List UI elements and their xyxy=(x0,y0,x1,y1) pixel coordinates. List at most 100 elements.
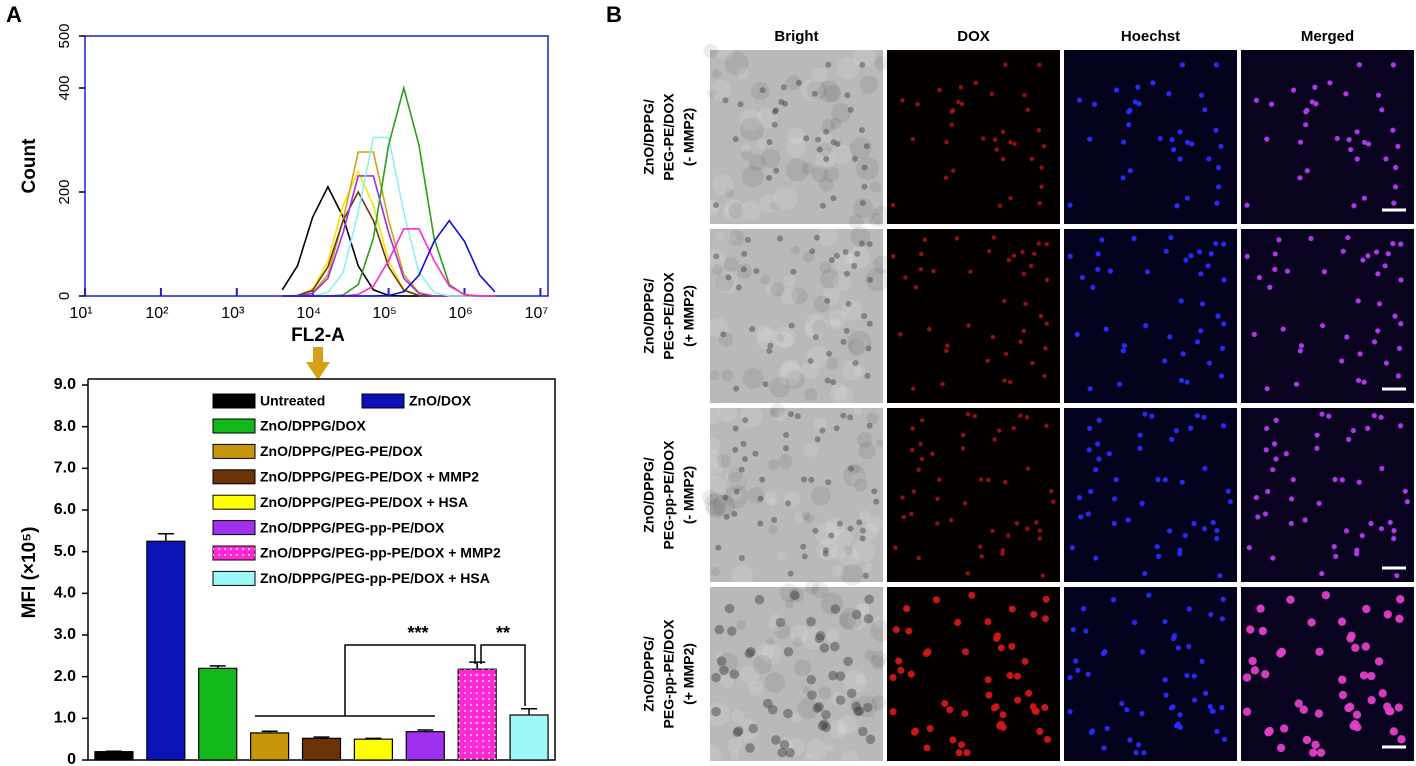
cell xyxy=(1041,144,1047,149)
cell xyxy=(1290,87,1297,93)
cell xyxy=(984,618,992,626)
micrograph xyxy=(887,408,1060,582)
cell xyxy=(1356,479,1362,485)
cell xyxy=(823,128,830,135)
cell xyxy=(859,61,866,68)
cell xyxy=(740,440,747,447)
cell xyxy=(1396,345,1403,351)
cell xyxy=(846,688,857,699)
cell xyxy=(1024,415,1030,420)
texture xyxy=(723,256,739,272)
cell xyxy=(859,200,866,207)
cell xyxy=(1303,122,1309,128)
cell xyxy=(1221,321,1227,327)
cell xyxy=(1354,551,1360,557)
cell xyxy=(1391,528,1397,534)
row-label: PEG-PE/DOX xyxy=(661,93,677,181)
cell xyxy=(823,156,830,163)
texture xyxy=(734,718,758,742)
texture xyxy=(802,686,811,695)
cell xyxy=(1383,156,1389,162)
texture xyxy=(803,251,815,263)
texture xyxy=(803,752,814,763)
cell xyxy=(1198,328,1204,334)
cell xyxy=(1268,101,1275,107)
legend-label: ZnO/DOX xyxy=(409,393,472,409)
texture xyxy=(853,197,874,219)
cell xyxy=(1025,689,1033,697)
cell xyxy=(853,706,863,716)
texture xyxy=(739,109,762,132)
bar xyxy=(509,714,549,761)
cell xyxy=(749,326,756,333)
texture xyxy=(828,719,848,739)
cell xyxy=(901,514,906,520)
cell xyxy=(1264,386,1270,392)
texture xyxy=(776,551,786,561)
cell xyxy=(1079,274,1085,281)
cell xyxy=(1373,249,1380,255)
cell xyxy=(1270,467,1276,473)
cell xyxy=(919,251,924,257)
cell xyxy=(1096,417,1102,423)
texture xyxy=(866,515,884,533)
cell xyxy=(778,98,785,105)
cell xyxy=(1036,241,1041,246)
cell xyxy=(713,253,720,260)
texture xyxy=(855,156,880,181)
cell xyxy=(1162,477,1168,483)
cell xyxy=(1000,548,1006,553)
cell xyxy=(1357,351,1363,357)
texture xyxy=(759,193,779,214)
cell xyxy=(1093,467,1099,473)
cell xyxy=(862,572,869,579)
texture xyxy=(718,332,734,347)
cell xyxy=(1008,643,1016,651)
cell xyxy=(1093,555,1099,561)
texture xyxy=(761,643,782,665)
cell xyxy=(1096,456,1102,462)
texture xyxy=(805,319,826,340)
cell xyxy=(773,167,780,174)
cell xyxy=(1219,616,1226,622)
cell xyxy=(1339,358,1345,364)
cell xyxy=(1170,635,1177,642)
legend-swatch xyxy=(212,494,256,510)
cell xyxy=(790,268,797,275)
cell xyxy=(1288,520,1294,527)
bar xyxy=(146,540,186,761)
cell xyxy=(729,669,740,679)
texture xyxy=(826,628,840,643)
cell xyxy=(1290,477,1296,483)
cell xyxy=(759,476,766,483)
texture xyxy=(751,81,770,101)
texture xyxy=(836,56,860,80)
cell xyxy=(1210,708,1216,714)
cell xyxy=(819,202,826,209)
cell xyxy=(1184,379,1190,385)
cell xyxy=(1284,268,1290,274)
cell xyxy=(767,704,778,715)
cell xyxy=(1386,707,1395,716)
cell xyxy=(1394,573,1400,579)
cell xyxy=(915,102,920,107)
cell xyxy=(1293,381,1300,387)
cell xyxy=(806,674,816,685)
cell xyxy=(1194,412,1200,419)
texture xyxy=(784,600,794,609)
texture xyxy=(701,405,721,425)
cell xyxy=(1375,271,1381,277)
y-tick-label: 8.0 xyxy=(54,418,76,435)
cell xyxy=(994,147,999,152)
cell xyxy=(1125,517,1131,523)
cell xyxy=(825,61,832,68)
texture xyxy=(844,546,854,556)
cell xyxy=(754,594,765,605)
cell xyxy=(847,465,854,472)
cell xyxy=(847,106,854,113)
cell xyxy=(814,436,821,443)
texture xyxy=(770,402,785,418)
cell xyxy=(900,495,905,500)
cell xyxy=(1179,479,1185,485)
cell xyxy=(1149,413,1155,419)
